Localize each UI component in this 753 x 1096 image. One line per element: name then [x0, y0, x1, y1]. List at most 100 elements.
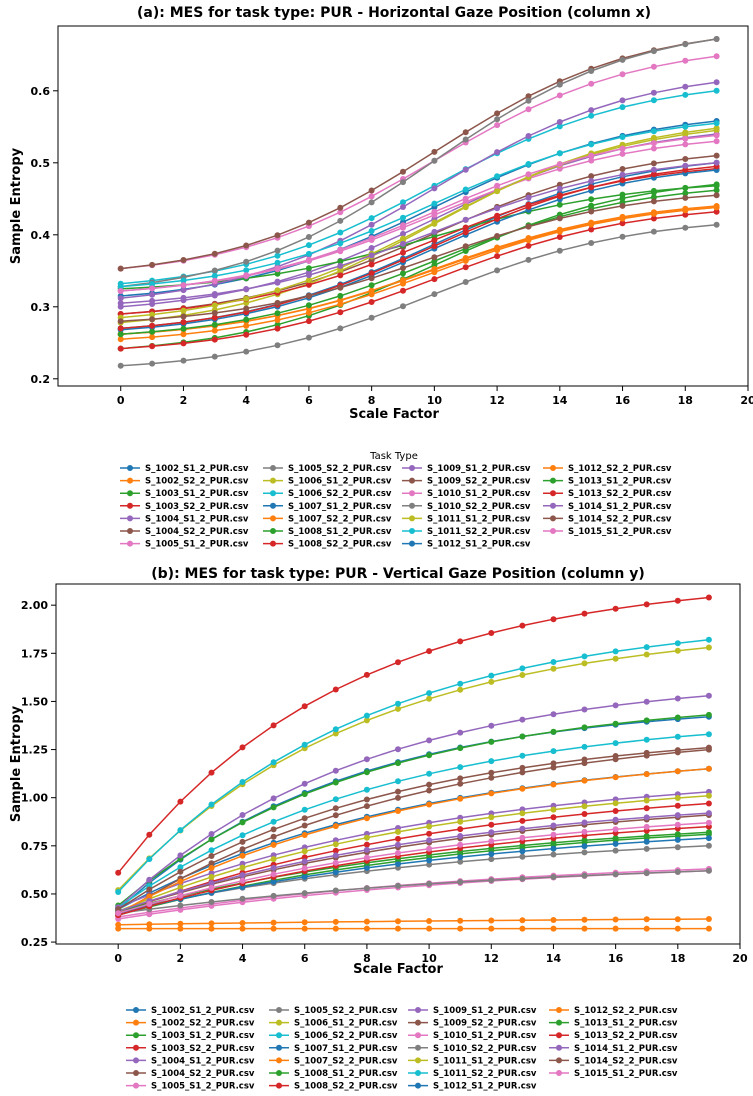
data-point — [519, 769, 526, 776]
x-tick-label: 4 — [239, 952, 247, 965]
data-point — [619, 104, 626, 111]
data-point — [705, 792, 712, 799]
legend-marker — [415, 1070, 421, 1076]
data-point — [588, 112, 595, 119]
data-point — [581, 724, 588, 731]
data-point — [239, 812, 246, 818]
data-point — [488, 925, 495, 932]
data-point — [674, 597, 681, 604]
data-point — [682, 141, 689, 148]
data-point — [274, 317, 281, 323]
x-tick-label: 14 — [552, 394, 568, 407]
series-S_1010_S2_2_PUR.csv — [115, 867, 712, 917]
data-point — [705, 765, 712, 772]
legend-item: S_1005_S1_2_PUR.csv — [120, 540, 249, 550]
data-point — [208, 920, 215, 927]
data-point — [674, 795, 681, 801]
data-point — [519, 917, 526, 924]
data-point — [400, 168, 406, 175]
data-point — [368, 261, 375, 268]
data-point — [243, 295, 250, 302]
data-point — [682, 185, 689, 191]
data-point — [682, 131, 689, 138]
series-S_1002_S2_2_PUR.csv — [115, 925, 712, 932]
legend-marker — [550, 502, 556, 509]
data-point — [332, 859, 339, 866]
x-tick-label: 8 — [363, 952, 371, 965]
series-S_1013_S2_2_PUR.csv — [117, 163, 720, 332]
data-point — [115, 921, 122, 928]
y-tick-label: 0.4 — [31, 229, 51, 242]
series-line — [120, 38, 717, 288]
data-point — [713, 208, 720, 215]
data-point — [180, 319, 187, 326]
data-point — [462, 279, 469, 285]
data-point — [581, 828, 588, 835]
series-line — [120, 205, 717, 335]
data-point — [395, 828, 401, 835]
series-line — [117, 802, 709, 914]
series-S_1004_S2_2_PUR.csv — [115, 812, 712, 915]
legend-marker — [556, 1019, 562, 1026]
series-line — [120, 90, 717, 285]
data-point — [208, 847, 215, 854]
series-S_1010_S2_2_PUR.csv — [117, 36, 720, 290]
data-point — [208, 831, 215, 837]
series-line — [117, 768, 709, 914]
data-point — [462, 224, 469, 231]
data-point — [211, 277, 218, 284]
y-tick-label: 1.25 — [21, 744, 48, 757]
legend-label: S_1014_S1_2_PUR.csv — [574, 1044, 678, 1054]
data-point — [426, 837, 433, 844]
x-tick-label: 4 — [242, 394, 250, 407]
data-point — [674, 733, 681, 740]
data-point — [519, 810, 526, 817]
data-point — [650, 97, 657, 104]
data-point — [581, 777, 588, 784]
data-point — [239, 838, 246, 845]
data-point — [301, 832, 308, 838]
data-point — [457, 858, 464, 865]
data-point — [713, 79, 720, 86]
data-point — [431, 228, 438, 235]
legend-label: S_1002_S1_2_PUR.csv — [151, 1006, 255, 1016]
data-point — [705, 867, 712, 874]
data-point — [556, 119, 563, 125]
data-point — [400, 303, 406, 310]
data-point — [457, 854, 464, 861]
x-tick-label: 10 — [427, 394, 443, 407]
data-point — [525, 237, 532, 244]
data-point — [588, 157, 595, 164]
data-point — [239, 779, 246, 785]
x-tick-label: 12 — [484, 952, 499, 965]
series-S_1006_S2_2_PUR.csv — [117, 87, 720, 287]
data-point — [208, 884, 215, 891]
data-point — [519, 925, 526, 932]
data-point — [494, 182, 501, 189]
data-point — [643, 698, 650, 705]
data-point — [612, 847, 619, 854]
data-point — [400, 235, 406, 242]
data-point — [581, 925, 588, 932]
data-point — [494, 205, 501, 212]
data-point — [243, 316, 250, 323]
data-point — [462, 129, 469, 136]
data-point — [519, 716, 526, 723]
data-point — [177, 864, 184, 871]
legend-item: S_1014_S2_2_PUR.csv — [543, 514, 672, 524]
data-point — [146, 921, 153, 928]
chart-b-series — [115, 594, 712, 932]
series-S_1014_S1_2_PUR.csv — [115, 810, 712, 915]
data-point — [619, 71, 626, 78]
data-point — [332, 686, 339, 693]
data-point — [270, 878, 277, 885]
legend-item: S_1012_S2_2_PUR.csv — [543, 464, 672, 474]
data-point — [243, 258, 250, 265]
data-point — [117, 318, 124, 325]
data-point — [368, 299, 375, 305]
data-point — [426, 861, 433, 868]
legend-item: S_1008_S2_2_PUR.csv — [263, 540, 392, 550]
data-point — [519, 752, 526, 759]
series-line — [117, 748, 709, 916]
legend-label: S_1010_S2_2_PUR.csv — [427, 502, 531, 512]
